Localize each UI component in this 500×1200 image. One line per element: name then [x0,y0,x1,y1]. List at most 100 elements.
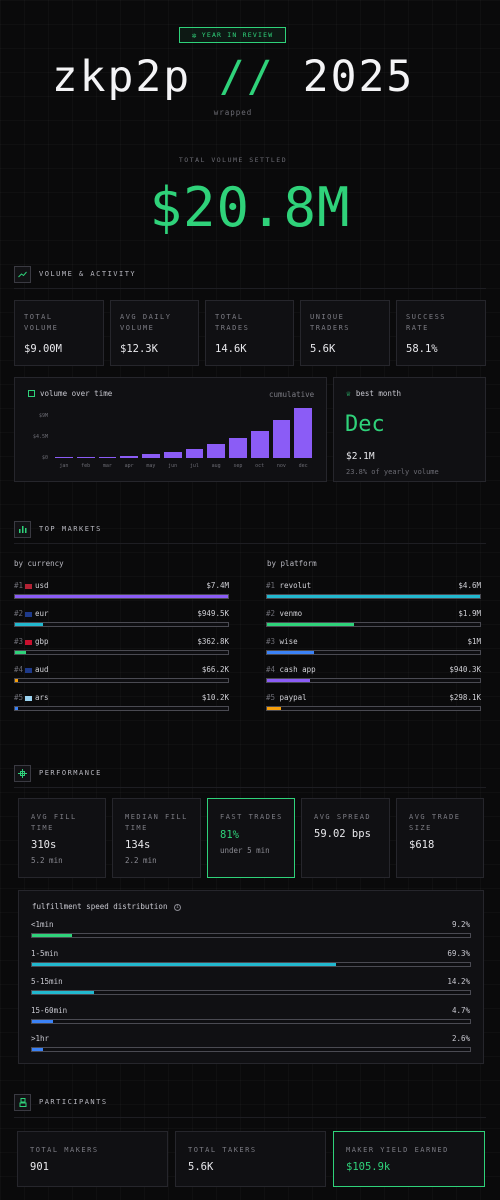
divider [14,1117,486,1118]
best-month-value: $2.1M [346,451,375,462]
stat-card-fast-trades: FAST TRADES 81% under 5 min [207,798,295,878]
stat-sub: under 5 min [220,846,270,855]
best-month-name: Dec [345,412,385,437]
stat-label: TOTAL TRADES [215,313,250,332]
distribution-bar [31,990,471,995]
section-header-volume: VOLUME & ACTIVITY [14,265,136,283]
crosshair-icon [14,764,31,782]
stat-label: TOTAL VOLUME [24,313,59,332]
best-month-note: 23.8% of yearly volume [346,468,439,476]
market-row-platform-0[interactable]: #1 revolut [266,581,311,590]
market-row-currency-4[interactable]: #5 ars [14,693,49,702]
stat-label: SUCCESS RATE [406,313,447,332]
chart-bar-jul[interactable] [185,449,204,458]
market-share-fill [15,679,19,682]
stat-value: 59.02 bps [314,828,371,840]
market-row-platform-2[interactable]: #3 wise [266,637,298,646]
market-row-currency-3[interactable]: #4 aud [14,665,49,674]
chart-bar-sep[interactable] [229,438,247,458]
distribution-bucket-label: 5-15min [31,977,63,986]
market-name: cash app [279,665,316,674]
market-name: eur [35,609,49,618]
y-tick-label: $9M [38,412,48,419]
chart-bar-nov[interactable] [272,420,291,458]
distribution-bar-fill [32,934,73,937]
stat-value: 310s [31,839,57,851]
x-tick-label: jun [168,463,178,469]
market-row-platform-3[interactable]: #4 cash app [266,665,316,674]
market-rank: #1 [14,581,24,590]
section-header-markets: TOP MARKETS [14,520,102,538]
chart-bar-dec[interactable] [294,408,313,458]
market-share-fill [267,651,314,654]
stat-card-total-volume: TOTAL VOLUME $9.00M [14,300,104,366]
stat-card-unique-traders: UNIQUE TRADERS 5.6K [300,300,390,366]
chart-bar-apr[interactable] [120,455,139,458]
distribution-title-label: fulfillment speed distribution [32,902,168,911]
page-subtitle: wrapped [213,108,253,117]
chart-bar-oct[interactable] [250,430,269,458]
market-share-bar [266,650,481,655]
fulfillment-distribution-card [18,890,484,1064]
market-name: gbp [35,637,49,646]
stat-value: 901 [30,1161,49,1173]
chart-bar-jun[interactable] [163,451,182,458]
year-in-review-badge: ✲ YEAR IN REVIEW [179,27,286,43]
market-share-bar [266,594,481,599]
market-row-platform-1[interactable]: #2 venmo [266,609,302,618]
market-name: wise [279,637,298,646]
market-row-platform-4[interactable]: #5 paypal [266,693,307,702]
section-title: PARTICIPANTS [39,1098,108,1106]
section-title: PERFORMANCE [39,769,102,777]
x-tick-label: dec [298,463,308,469]
market-rank: #5 [266,693,276,702]
x-tick-label: nov [276,463,286,469]
market-rank: #2 [14,609,24,618]
stat-label: TOTAL TAKERS [188,1146,257,1154]
page-title: zkp2p // 2025 [0,52,466,102]
market-rank: #3 [266,637,276,646]
stat-label: FAST TRADES [220,813,283,821]
stat-label: UNIQUE TRADERS [310,313,351,332]
calendar-icon [28,390,35,397]
market-row-currency-1[interactable]: #2 eur [14,609,49,618]
by-currency-label: by currency [14,559,64,568]
distribution-bar [31,961,471,967]
chart-bar-aug[interactable] [207,444,226,458]
stat-card-total-trades: TOTAL TRADES 14.6K [205,300,294,366]
chart-mode-toggle[interactable]: cumulative [269,390,315,399]
market-share-bar [266,622,481,627]
stat-card-success-rate: SUCCESS RATE 58.1% [396,300,486,366]
distribution-bucket-value: 69.3% [447,948,470,958]
distribution-bar-fill [32,1019,53,1023]
divider [14,543,486,544]
market-row-currency-0[interactable]: #1 usd [14,581,49,590]
stat-label: AVG SPREAD [314,813,372,821]
x-tick-label: mar [102,463,112,469]
distribution-bar [31,1018,471,1024]
info-icon[interactable]: i [173,903,181,911]
chart-bar-feb[interactable] [76,456,95,458]
market-value: $298.1K [449,693,481,702]
chart-bar-jan[interactable] [55,456,73,458]
x-tick-label: sep [233,463,243,469]
y-tick-label: $4.5M [32,433,48,440]
market-name: usd [35,581,49,590]
chart-bar-may[interactable] [142,454,160,458]
distribution-bucket-value: 14.2% [447,977,470,986]
title-brand: zkp2p [51,52,192,102]
chart-bar-mar[interactable] [98,456,117,458]
stat-value: $12.3K [120,343,158,355]
market-row-currency-2[interactable]: #3 gbp [14,637,49,646]
market-share-bar [14,622,229,627]
market-value: $4.6M [458,581,481,590]
distribution-bar-fill [32,962,336,966]
gb-flag-icon [25,639,33,645]
x-tick-label: feb [81,463,91,469]
stat-value: 5.6K [188,1161,214,1173]
best-month-header: ♕ best month [346,389,401,398]
market-name: ars [35,693,49,702]
trophy-icon: ♕ [346,389,351,398]
trend-up-icon [14,265,31,283]
market-rank: #5 [14,693,24,702]
